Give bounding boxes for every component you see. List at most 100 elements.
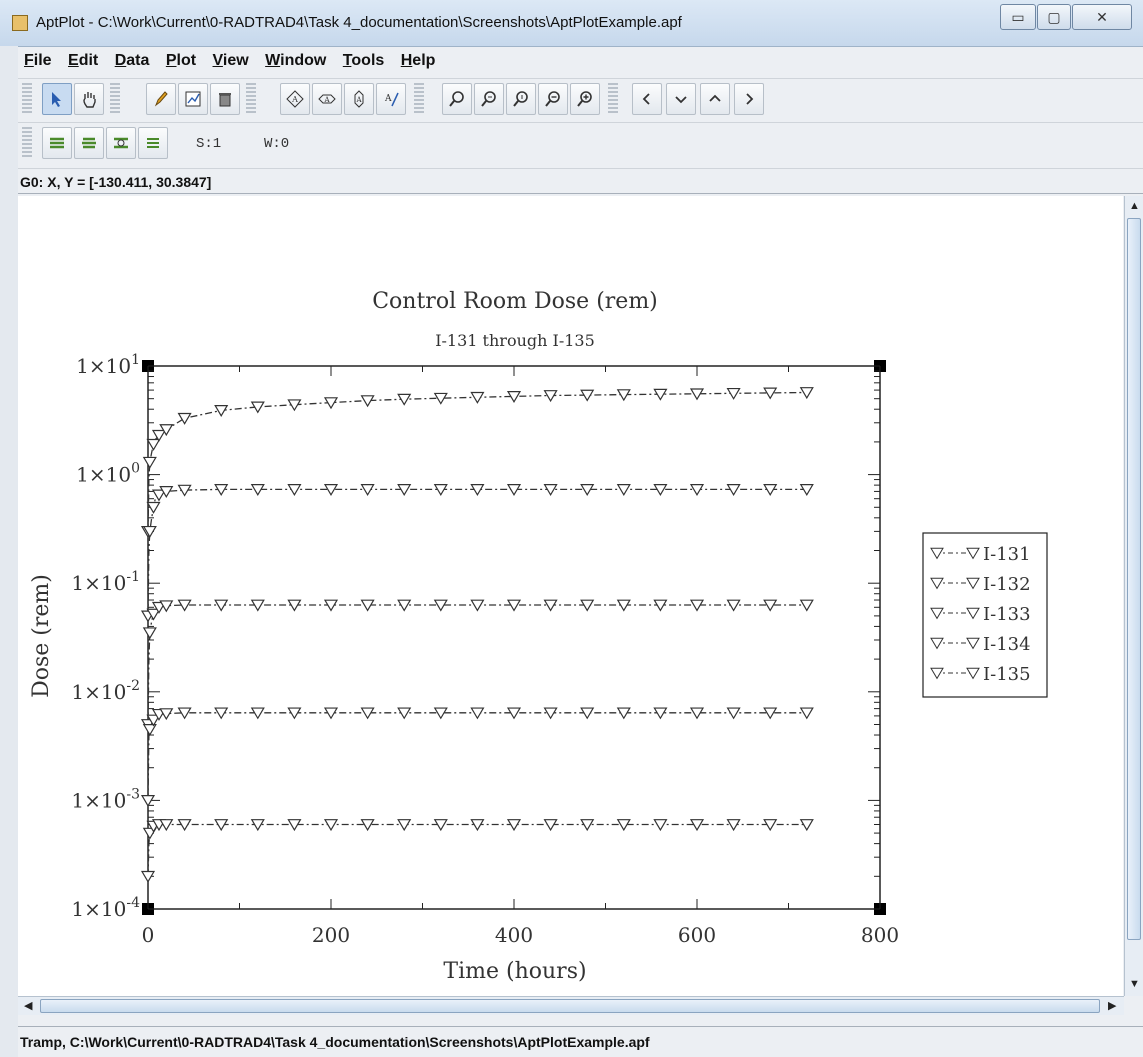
menu-plot[interactable]: Plot <box>165 52 197 69</box>
window-title: AptPlot - C:\Work\Current\0-RADTRAD4\Tas… <box>36 14 682 31</box>
series-line <box>147 391 807 532</box>
edit-graph-button[interactable] <box>178 83 208 115</box>
data-point <box>506 484 522 497</box>
data-point <box>689 388 705 401</box>
autoscale-y-button[interactable]: A <box>344 83 374 115</box>
data-point <box>250 707 265 720</box>
scroll-left-button[interactable] <box>632 83 662 115</box>
data-point <box>543 390 558 403</box>
plot-canvas[interactable]: Control Room Dose (rem) I-131 through I-… <box>18 196 1123 996</box>
series-line <box>147 823 807 877</box>
menu-tools[interactable]: Tools <box>342 52 385 69</box>
delete-button[interactable] <box>210 83 240 115</box>
toolbar-grip[interactable] <box>246 83 256 115</box>
data-point <box>142 525 157 538</box>
set-button-3[interactable] <box>106 127 136 159</box>
close-button[interactable]: ✕ <box>1072 4 1132 30</box>
series-line <box>147 488 807 616</box>
data-point <box>159 486 174 499</box>
data-point <box>177 484 192 497</box>
data-point <box>397 484 412 497</box>
menu-data[interactable]: Data <box>114 52 150 69</box>
data-point <box>799 387 814 400</box>
data-point <box>214 599 229 612</box>
text-tool-button[interactable]: A <box>376 83 406 115</box>
data-point <box>287 484 302 497</box>
data-point <box>159 819 174 832</box>
maximize-button[interactable]: ▢ <box>1037 4 1071 30</box>
data-point <box>470 484 485 497</box>
zoom-x-button[interactable] <box>474 83 504 115</box>
data-point <box>146 714 161 727</box>
data-point <box>140 870 156 883</box>
y-tick-label: 1×100 <box>76 461 140 487</box>
horizontal-scroll-thumb[interactable] <box>40 999 1100 1013</box>
dose-chart[interactable]: Control Room Dose (rem) I-131 through I-… <box>18 196 1123 996</box>
scroll-left-arrow-icon[interactable]: ◀ <box>24 1000 33 1012</box>
zoom-button[interactable] <box>442 83 472 115</box>
data-point <box>470 599 485 612</box>
data-point <box>470 391 485 404</box>
magnifier-icon <box>449 91 464 107</box>
vertical-scroll-thumb[interactable] <box>1127 218 1141 940</box>
menu-file[interactable]: File <box>24 52 52 69</box>
autoscale-x-button[interactable]: A <box>312 83 342 115</box>
y-tick-label: 1×10-3 <box>71 786 140 812</box>
scroll-down-arrow-icon[interactable]: ▼ <box>1129 978 1140 990</box>
x-tick-label: 800 <box>861 923 899 947</box>
zoom-y-button[interactable] <box>506 83 536 115</box>
data-point <box>653 819 668 832</box>
data-point <box>146 501 161 514</box>
legend[interactable]: I-131 I-132 I-133 I-134 I-135 <box>922 532 1048 698</box>
menu-window[interactable]: Window <box>265 52 327 69</box>
series-i-131 <box>140 387 814 538</box>
set-button-1[interactable] <box>42 127 72 159</box>
set-button-2[interactable] <box>74 127 104 159</box>
toolbar-grip[interactable] <box>22 83 32 115</box>
set-count-label: S:1 <box>196 136 222 152</box>
data-point <box>506 390 522 403</box>
toolbar-grip[interactable] <box>110 83 120 115</box>
data-point <box>763 484 778 497</box>
zoom-in-button[interactable] <box>570 83 600 115</box>
toolbar-grip[interactable] <box>414 83 424 115</box>
title-bar[interactable]: AptPlot - C:\Work\Current\0-RADTRAD4\Tas… <box>0 0 1143 47</box>
scroll-up-arrow-icon[interactable]: ▲ <box>1129 200 1140 212</box>
scroll-right-arrow-icon[interactable]: ▶ <box>1108 1000 1117 1012</box>
window-count-label: W:0 <box>264 136 290 152</box>
toolbar-grip[interactable] <box>608 83 618 115</box>
zoom-out-button[interactable] <box>538 83 568 115</box>
scroll-down-button[interactable] <box>666 83 696 115</box>
data-point <box>763 707 778 720</box>
data-point <box>653 388 668 401</box>
data-point <box>146 438 161 451</box>
horizontal-scrollbar[interactable]: ◀ ▶ <box>18 996 1124 1015</box>
series-line <box>147 712 807 801</box>
data-point <box>159 708 174 721</box>
menu-edit[interactable]: Edit <box>68 52 99 69</box>
pan-hand-button[interactable] <box>74 83 104 115</box>
draw-pencil-button[interactable] <box>146 83 176 115</box>
data-point <box>799 707 814 720</box>
set-button-4[interactable] <box>138 127 168 159</box>
menu-view[interactable]: View <box>212 52 249 69</box>
vertical-scrollbar[interactable]: ▲ ▼ <box>1124 196 1143 996</box>
data-point <box>799 819 814 832</box>
legend-marker <box>930 607 944 620</box>
y-tick-label: 1×10-2 <box>71 678 140 704</box>
select-arrow-button[interactable] <box>42 83 72 115</box>
menu-help[interactable]: Help <box>400 52 436 69</box>
data-point <box>726 484 741 497</box>
legend-marker <box>930 667 944 680</box>
data-point <box>799 484 814 497</box>
scroll-right-button[interactable] <box>734 83 764 115</box>
legend-label: I-134 <box>983 634 1031 655</box>
legend-marker <box>930 547 944 560</box>
data-point <box>543 707 558 720</box>
minimize-button[interactable]: ▭ <box>1000 4 1036 30</box>
data-point <box>580 599 595 612</box>
trash-icon <box>219 93 231 107</box>
autoscale-button[interactable]: A <box>280 83 310 115</box>
toolbar-grip[interactable] <box>22 127 32 159</box>
scroll-up-button[interactable] <box>700 83 730 115</box>
